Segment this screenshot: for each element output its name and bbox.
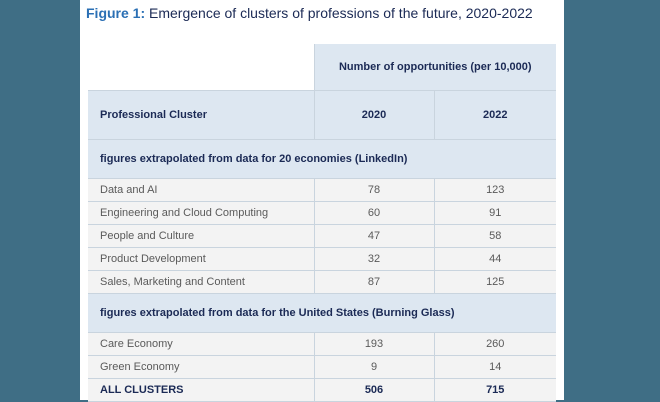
table-row: Green Economy 9 14 — [88, 355, 556, 379]
section-heading: figures extrapolated from data for 20 ec… — [88, 139, 556, 179]
column-header-cluster: Professional Cluster — [88, 90, 314, 140]
group-header: Number of opportunities (per 10,000) — [313, 44, 556, 91]
cluster-name: Engineering and Cloud Computing — [88, 201, 314, 225]
value-2022: 91 — [433, 201, 556, 225]
empty-header-cell — [88, 44, 314, 91]
value-2022: 125 — [433, 270, 556, 294]
figure-title-text: Emergence of clusters of professions of … — [149, 5, 533, 21]
cluster-name: Product Development — [88, 247, 314, 271]
section-heading: figures extrapolated from data for the U… — [88, 293, 556, 333]
value-2020: 87 — [313, 270, 434, 294]
cluster-name: People and Culture — [88, 224, 314, 248]
value-2022: 123 — [433, 178, 556, 202]
cluster-name: Data and AI — [88, 178, 314, 202]
value-2022: 58 — [433, 224, 556, 248]
table-row: Data and AI 78 123 — [88, 178, 556, 202]
cluster-name: Care Economy — [88, 332, 314, 356]
clusters-table: Number of opportunities (per 10,000) Pro… — [88, 44, 556, 402]
section-heading-row: figures extrapolated from data for 20 ec… — [88, 139, 556, 179]
table-row: Engineering and Cloud Computing 60 91 — [88, 201, 556, 225]
table-row: Product Development 32 44 — [88, 247, 556, 271]
section-heading-row: figures extrapolated from data for the U… — [88, 293, 556, 333]
document-page: Figure 1: Emergence of clusters of profe… — [80, 0, 564, 402]
total-row: ALL CLUSTERS 506 715 — [88, 378, 556, 402]
figure-label: Figure 1: — [86, 5, 146, 21]
column-header-row: Professional Cluster 2020 2022 — [88, 90, 556, 140]
total-2022: 715 — [433, 378, 556, 402]
cluster-name: Green Economy — [88, 355, 314, 379]
value-2020: 47 — [313, 224, 434, 248]
total-2020: 506 — [313, 378, 434, 402]
value-2020: 78 — [313, 178, 434, 202]
value-2020: 32 — [313, 247, 434, 271]
value-2020: 60 — [313, 201, 434, 225]
column-header-2022: 2022 — [433, 90, 556, 140]
value-2022: 260 — [433, 332, 556, 356]
figure-title: Figure 1: Emergence of clusters of profe… — [86, 5, 533, 21]
total-label: ALL CLUSTERS — [88, 378, 314, 402]
table-row: Care Economy 193 260 — [88, 332, 556, 356]
cluster-name: Sales, Marketing and Content — [88, 270, 314, 294]
table-row: People and Culture 47 58 — [88, 224, 556, 248]
table-row: Sales, Marketing and Content 87 125 — [88, 270, 556, 294]
column-header-2020: 2020 — [313, 90, 434, 140]
value-2022: 44 — [433, 247, 556, 271]
value-2020: 9 — [313, 355, 434, 379]
value-2022: 14 — [433, 355, 556, 379]
group-header-row: Number of opportunities (per 10,000) — [88, 44, 556, 91]
value-2020: 193 — [313, 332, 434, 356]
